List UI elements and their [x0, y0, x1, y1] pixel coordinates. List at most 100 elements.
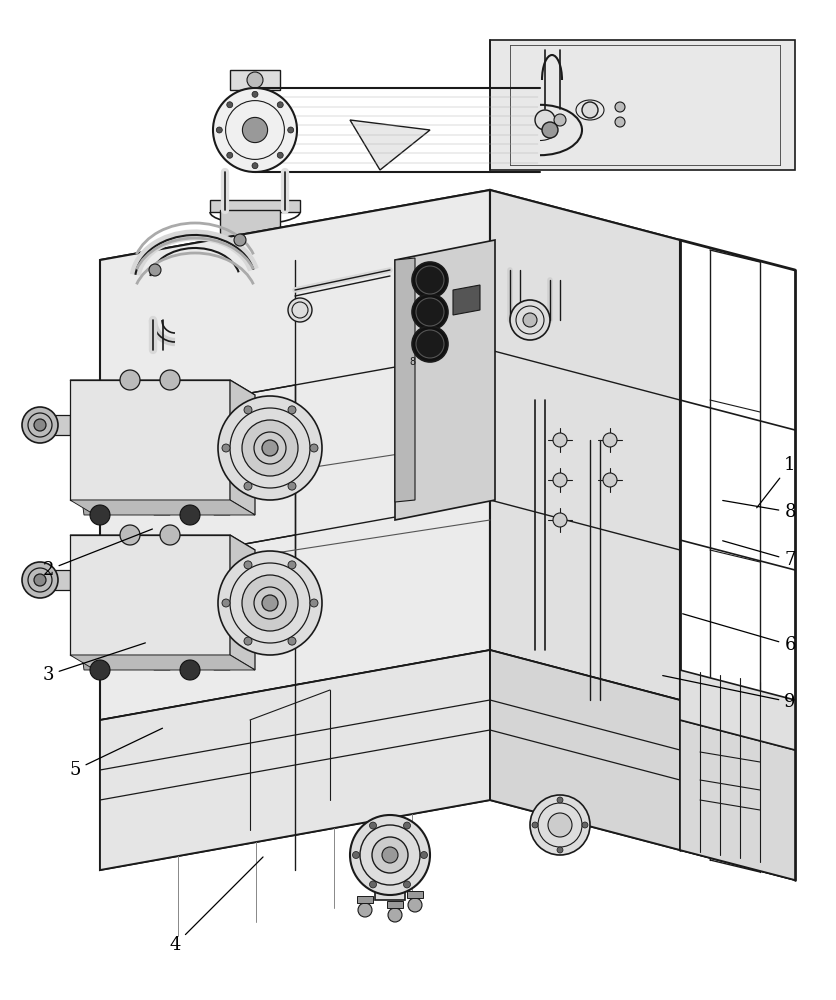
- Text: 8: 8: [409, 357, 415, 367]
- Polygon shape: [82, 655, 100, 670]
- Circle shape: [222, 444, 230, 452]
- Circle shape: [404, 881, 410, 888]
- Polygon shape: [230, 380, 255, 515]
- Circle shape: [582, 822, 588, 828]
- Circle shape: [404, 822, 410, 829]
- Circle shape: [244, 561, 252, 569]
- Circle shape: [523, 313, 537, 327]
- Polygon shape: [453, 285, 480, 315]
- Circle shape: [213, 88, 297, 172]
- Circle shape: [553, 433, 567, 447]
- Circle shape: [34, 574, 46, 586]
- Circle shape: [160, 525, 180, 545]
- Circle shape: [603, 473, 617, 487]
- Circle shape: [557, 847, 563, 853]
- Circle shape: [222, 599, 230, 607]
- Text: 2: 2: [43, 529, 152, 579]
- Polygon shape: [230, 535, 255, 670]
- Text: 6: 6: [683, 614, 796, 654]
- Circle shape: [548, 813, 572, 837]
- Circle shape: [234, 234, 246, 246]
- Circle shape: [288, 637, 296, 645]
- Circle shape: [247, 72, 263, 88]
- Circle shape: [603, 433, 617, 447]
- Circle shape: [553, 513, 567, 527]
- Circle shape: [532, 822, 538, 828]
- Circle shape: [412, 294, 448, 330]
- Polygon shape: [490, 40, 795, 170]
- Polygon shape: [100, 190, 680, 310]
- Polygon shape: [70, 655, 255, 670]
- Polygon shape: [680, 670, 795, 750]
- Polygon shape: [212, 500, 230, 515]
- Circle shape: [582, 102, 598, 118]
- Circle shape: [388, 908, 402, 922]
- Text: 4: 4: [170, 857, 263, 954]
- Circle shape: [278, 152, 283, 158]
- Circle shape: [218, 551, 322, 655]
- Circle shape: [120, 370, 140, 390]
- Circle shape: [510, 300, 550, 340]
- Circle shape: [372, 837, 408, 873]
- Polygon shape: [680, 720, 795, 880]
- Polygon shape: [70, 380, 230, 500]
- Circle shape: [382, 847, 398, 863]
- Polygon shape: [70, 380, 255, 395]
- Polygon shape: [395, 258, 415, 502]
- Text: 9: 9: [663, 676, 796, 711]
- Circle shape: [421, 852, 427, 858]
- Circle shape: [416, 298, 444, 326]
- Circle shape: [370, 881, 376, 888]
- Polygon shape: [350, 120, 430, 170]
- Circle shape: [217, 127, 222, 133]
- Polygon shape: [70, 535, 255, 550]
- Circle shape: [310, 444, 318, 452]
- Polygon shape: [45, 415, 70, 435]
- Polygon shape: [100, 650, 490, 870]
- Circle shape: [530, 795, 590, 855]
- Circle shape: [90, 505, 110, 525]
- Circle shape: [242, 575, 298, 631]
- Text: 3: 3: [43, 643, 145, 684]
- Circle shape: [615, 102, 625, 112]
- Circle shape: [120, 525, 140, 545]
- Circle shape: [262, 440, 278, 456]
- Circle shape: [288, 127, 293, 133]
- Polygon shape: [407, 891, 423, 898]
- Circle shape: [34, 419, 46, 431]
- Polygon shape: [82, 500, 100, 515]
- Polygon shape: [212, 655, 230, 670]
- Circle shape: [408, 898, 422, 912]
- Polygon shape: [100, 650, 680, 770]
- Text: 8: 8: [723, 500, 796, 521]
- Circle shape: [227, 152, 232, 158]
- Circle shape: [412, 262, 448, 298]
- Polygon shape: [375, 855, 405, 900]
- Circle shape: [149, 264, 161, 276]
- Circle shape: [252, 163, 258, 169]
- Circle shape: [22, 407, 58, 443]
- Circle shape: [535, 110, 555, 130]
- Circle shape: [416, 330, 444, 358]
- Polygon shape: [45, 570, 70, 590]
- Circle shape: [416, 266, 444, 294]
- Circle shape: [244, 482, 252, 490]
- Circle shape: [242, 420, 298, 476]
- Text: 7: 7: [722, 541, 796, 569]
- Circle shape: [542, 122, 558, 138]
- Circle shape: [288, 561, 296, 569]
- Polygon shape: [387, 901, 403, 908]
- Polygon shape: [152, 500, 170, 515]
- Circle shape: [310, 599, 318, 607]
- Polygon shape: [210, 200, 300, 212]
- Circle shape: [288, 406, 296, 414]
- Circle shape: [218, 396, 322, 500]
- Circle shape: [278, 102, 283, 108]
- Circle shape: [557, 797, 563, 803]
- Circle shape: [288, 482, 296, 490]
- Circle shape: [370, 822, 376, 829]
- Circle shape: [90, 660, 110, 680]
- Text: 1: 1: [757, 456, 796, 508]
- Circle shape: [554, 114, 566, 126]
- Polygon shape: [490, 650, 680, 850]
